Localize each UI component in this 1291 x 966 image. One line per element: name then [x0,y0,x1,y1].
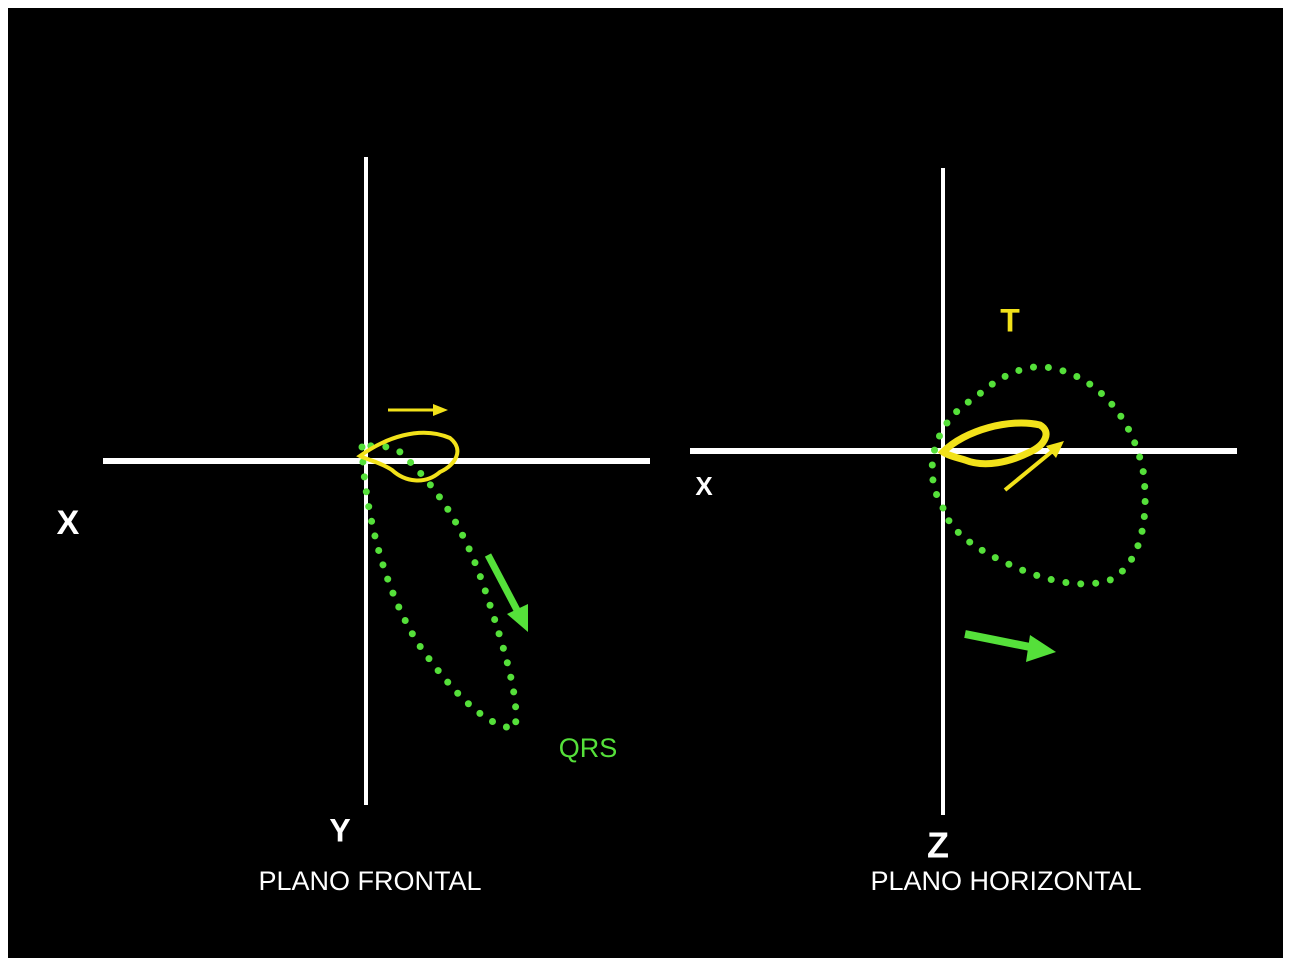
qrs-loop [928,363,1149,588]
loop-label: T [1000,302,1020,338]
t-arrow [1003,447,1057,492]
t-loop [937,419,1050,468]
t-arrow-head [433,404,448,416]
panel-title: PLANO HORIZONTAL [870,866,1141,896]
t-arrow-head [1046,441,1064,458]
qrs-arrow [484,553,522,614]
loop-label: QRS [559,733,618,763]
z-label: Z [927,825,949,866]
qrs-arrow [964,630,1036,652]
t-loop [356,430,460,483]
y-label: Y [329,812,350,848]
x-label: X [57,504,80,542]
panel-title: PLANO FRONTAL [258,866,481,896]
background [8,8,1283,958]
x-label: X [695,471,713,501]
horizontal-panel: X Z PLANO HORIZONTAL T [690,168,1237,896]
qrs-arrow-head [1026,635,1056,662]
qrs-arrow-head [507,604,528,632]
frontal-panel: X Y PLANO FRONTAL QRS [57,157,650,896]
